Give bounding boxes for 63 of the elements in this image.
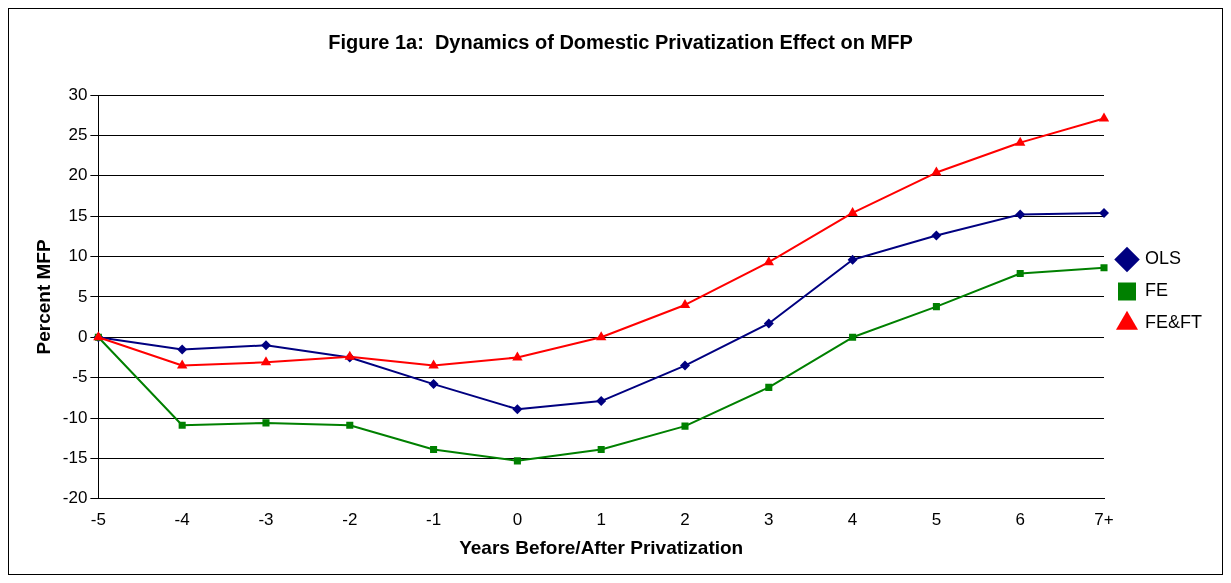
x-tick-label: 0 <box>512 509 523 529</box>
y-tick-label: 30 <box>68 84 88 104</box>
point <box>679 360 690 371</box>
x-tick-label: -4 <box>174 509 190 529</box>
legend-label: FE&FT <box>1145 312 1202 333</box>
point <box>346 421 354 429</box>
point <box>260 340 271 351</box>
x-tick-label: 6 <box>1015 509 1025 529</box>
point <box>1015 209 1026 220</box>
x-tick-label: 3 <box>764 509 774 529</box>
x-tick-label: -5 <box>90 509 106 529</box>
point <box>931 166 942 176</box>
point <box>931 230 942 241</box>
chart-title: Figure 1a: Dynamics of Domestic Privatization Effect on MFP <box>328 30 913 53</box>
point <box>512 404 523 415</box>
point <box>262 419 270 427</box>
x-tick-label: 2 <box>680 509 690 529</box>
point <box>596 396 607 407</box>
y-tick-label: -20 <box>62 488 88 508</box>
point <box>597 446 605 454</box>
y-axis-title: Percent MFP <box>32 239 54 355</box>
x-tick-label: -3 <box>258 509 274 529</box>
point <box>513 457 521 465</box>
point <box>176 359 188 369</box>
point <box>260 356 272 366</box>
point <box>428 359 439 369</box>
point <box>849 333 857 341</box>
point <box>428 379 439 390</box>
y-tick-label: -5 <box>72 367 88 387</box>
point <box>177 344 188 355</box>
point <box>847 206 858 216</box>
point <box>679 298 691 308</box>
y-tick-label: 25 <box>68 125 88 145</box>
point <box>430 446 438 454</box>
point <box>1015 136 1026 146</box>
point <box>681 422 689 430</box>
y-tick-label: 20 <box>68 165 88 185</box>
x-tick-label: 1 <box>596 509 606 529</box>
point <box>1016 269 1024 278</box>
y-tick-label: -15 <box>62 448 88 468</box>
y-tick-label: 15 <box>68 205 88 225</box>
point <box>765 383 773 391</box>
x-tick-label: 5 <box>931 509 942 529</box>
point <box>763 318 774 329</box>
point <box>932 303 940 311</box>
point <box>595 331 607 341</box>
point <box>847 254 858 265</box>
point <box>1098 112 1110 122</box>
x-tick-label: -1 <box>426 509 442 529</box>
x-tick-label: 7+ <box>1094 509 1114 529</box>
x-axis-title: Years Before/After Privatization <box>459 536 744 558</box>
point <box>1100 264 1108 272</box>
point <box>763 256 774 266</box>
legend-label: OLS <box>1145 248 1182 269</box>
y-tick-label: 10 <box>68 246 88 266</box>
x-tick-label: 4 <box>847 509 858 529</box>
y-tick-label: 0 <box>77 326 88 346</box>
y-tick-label: -10 <box>62 407 88 427</box>
legend-label: FE <box>1145 280 1169 301</box>
x-tick-label: -2 <box>342 509 358 529</box>
y-tick-label: 5 <box>77 286 88 306</box>
point <box>178 421 186 429</box>
point <box>1099 207 1109 218</box>
